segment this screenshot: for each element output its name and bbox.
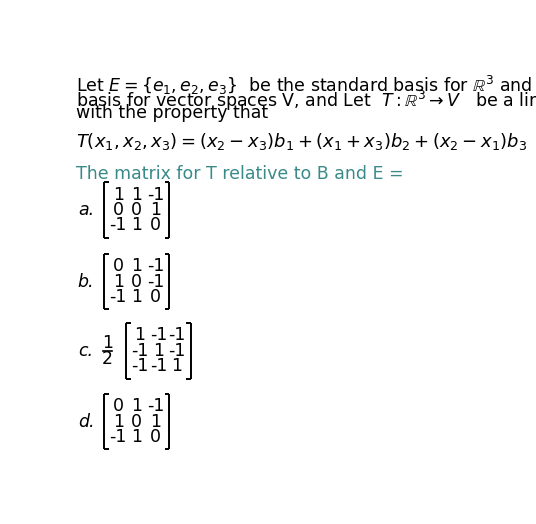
Text: a.: a. <box>78 201 94 219</box>
Text: 1: 1 <box>131 428 142 446</box>
Text: -1: -1 <box>109 216 127 234</box>
Text: $T(x_1,x_2,x_3) = (x_2 - x_3)b_1 + (x_1 + x_3)b_2 + (x_2 - x_1)b_3$: $T(x_1,x_2,x_3) = (x_2 - x_3)b_1 + (x_1 … <box>76 130 527 151</box>
Text: 0: 0 <box>113 397 124 416</box>
Text: -1: -1 <box>147 397 164 416</box>
Text: 0: 0 <box>131 272 142 291</box>
Text: -1: -1 <box>147 272 164 291</box>
Text: 1: 1 <box>135 326 145 344</box>
Text: 0: 0 <box>113 257 124 275</box>
Text: b.: b. <box>78 272 94 291</box>
Text: 1: 1 <box>102 334 113 352</box>
Text: 0: 0 <box>113 201 124 219</box>
Text: basis for vector spaces V, and Let  $T:\mathbb{R}^3 \rightarrow V$   be a linear: basis for vector spaces V, and Let $T:\m… <box>76 89 536 113</box>
Text: 1: 1 <box>131 397 142 416</box>
Text: c.: c. <box>78 342 93 360</box>
Text: -1: -1 <box>147 185 164 203</box>
Text: 2: 2 <box>102 350 113 367</box>
Text: 1: 1 <box>113 185 124 203</box>
Text: Let $E=\{e_1,e_2,e_3\}$  be the standard basis for $\mathbb{R}^3$ and  $B=\{b_1,: Let $E=\{e_1,e_2,e_3\}$ be the standard … <box>76 74 536 97</box>
Text: -1: -1 <box>131 357 148 375</box>
Text: 1: 1 <box>172 357 183 375</box>
Text: -1: -1 <box>150 326 167 344</box>
Text: -1: -1 <box>168 326 186 344</box>
Text: 1: 1 <box>131 257 142 275</box>
Text: 1: 1 <box>150 201 161 219</box>
Text: 1: 1 <box>113 413 124 431</box>
Text: -1: -1 <box>147 257 164 275</box>
Text: 0: 0 <box>150 288 161 306</box>
Text: -1: -1 <box>109 428 127 446</box>
Text: 1: 1 <box>131 185 142 203</box>
Text: 1: 1 <box>131 216 142 234</box>
Text: 1: 1 <box>131 288 142 306</box>
Text: 0: 0 <box>131 201 142 219</box>
Text: The matrix for T relative to B and E =: The matrix for T relative to B and E = <box>76 165 404 182</box>
Text: 1: 1 <box>150 413 161 431</box>
Text: d.: d. <box>78 413 94 431</box>
Text: -1: -1 <box>168 342 186 360</box>
Text: 0: 0 <box>150 428 161 446</box>
Text: 0: 0 <box>131 413 142 431</box>
Text: 1: 1 <box>153 342 164 360</box>
Text: 1: 1 <box>113 272 124 291</box>
Text: -1: -1 <box>131 342 148 360</box>
Text: with the property that: with the property that <box>76 104 269 123</box>
Text: 0: 0 <box>150 216 161 234</box>
Text: -1: -1 <box>150 357 167 375</box>
Text: -1: -1 <box>109 288 127 306</box>
